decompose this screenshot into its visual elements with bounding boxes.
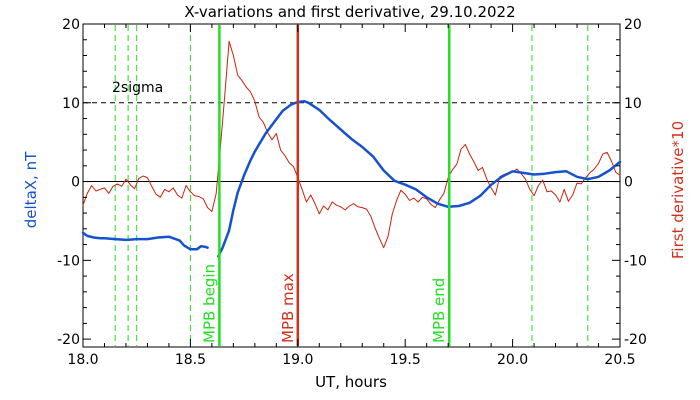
- mpb-line-label: MPB end: [430, 278, 448, 343]
- x-axis-label: UT, hours: [315, 373, 387, 391]
- deltax-line-segment: [81, 231, 209, 251]
- chart-title: X-variations and first derivative, 29.10…: [184, 3, 515, 21]
- mpb-line-label: MPB begin: [200, 264, 218, 343]
- y-tick-label-right: -20: [624, 332, 647, 348]
- x-tick-label: 19.5: [390, 352, 421, 368]
- mpb-vertical-lines: MPB begin MPB max MPB end: [200, 25, 451, 346]
- plot-frame: [82, 23, 621, 348]
- x-tick-label: 20.0: [497, 352, 528, 368]
- y-tick-label-right: -10: [624, 253, 647, 269]
- y-tick-label-right: 0: [624, 175, 633, 191]
- x-tick-label: 18.0: [67, 352, 98, 368]
- y-tick-label-right: 20: [624, 17, 642, 33]
- x-tick-label: 19.0: [282, 352, 313, 368]
- y-tick-label-left: -10: [57, 253, 80, 269]
- y-tick-label-left: 10: [62, 96, 80, 112]
- y-tick-label-left: -20: [57, 332, 80, 348]
- derivative-line-segment: [82, 40, 621, 249]
- x-tick-label: 18.5: [175, 352, 206, 368]
- y-tick-labels-right: -20 -10 0 10 20: [624, 17, 647, 348]
- y-axis-label-left: deltaX, nT: [22, 151, 40, 228]
- derivative-series: [82, 40, 621, 249]
- deltax-series: [81, 99, 622, 258]
- y-tick-label-left: 0: [71, 175, 80, 191]
- x-tick-labels: 18.0 18.5 19.0 19.5 20.0 20.5: [67, 352, 635, 368]
- y-axis-label-right: First derivative*10: [669, 121, 687, 259]
- deltax-line-segment: [217, 99, 622, 258]
- mpb-line-label: MPB max: [279, 273, 297, 343]
- reference-lines: [83, 102, 620, 183]
- y-tick-label-right: 10: [624, 96, 642, 112]
- sigma-label: 2sigma: [112, 80, 163, 96]
- y-tick-labels-left: -20 -10 0 10 20: [57, 17, 80, 348]
- y-tick-label-left: 20: [62, 17, 80, 33]
- x-tick-label: 20.5: [604, 352, 635, 368]
- axis-ticks: [82, 23, 621, 347]
